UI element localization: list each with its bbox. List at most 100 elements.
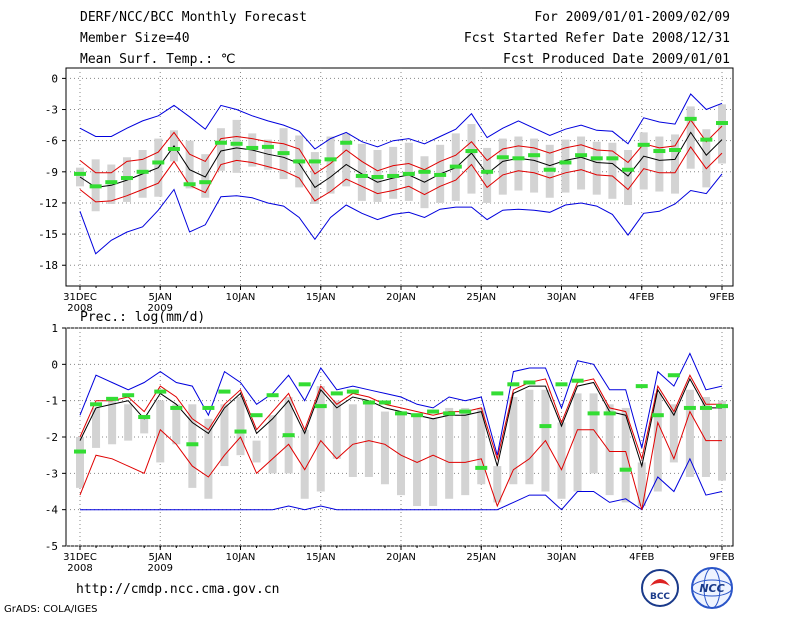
spread-bar [404,142,413,201]
marker-point [324,157,337,162]
marker-point [202,405,215,410]
spread-bar [557,422,566,499]
spread-bar [342,133,351,187]
marker-point [402,171,415,176]
marker-point [154,389,167,394]
spread-bar [124,404,133,441]
marker-point [183,182,196,187]
y-tick-label: -2 [45,431,58,444]
spread-bar [477,407,486,485]
spread-bar [201,154,210,198]
spread-bar [300,429,309,499]
spread-bar [332,400,341,459]
spread-bar [701,397,710,477]
spread-bar [653,393,662,492]
marker-point [700,137,713,142]
x-tick-label: 25JAN [466,552,496,563]
marker-point [716,404,728,409]
spread-bar [577,136,586,190]
marker-point [427,409,440,414]
spread-bar [232,119,241,173]
spread-bar [605,404,614,496]
spread-bar [236,397,245,456]
marker-point [266,393,279,398]
marker-point [523,380,536,385]
y-tick-label: -5 [45,540,58,553]
spread-bar [624,150,633,206]
spread-bar [413,415,422,507]
spread-bar [525,389,534,485]
spread-bar [348,404,357,477]
spread-bar [204,418,213,499]
series-outer-lower [79,173,723,255]
marker-point [355,173,368,178]
marker-point [481,169,494,174]
spread-bar [718,104,726,164]
marker-point [250,413,263,418]
spread-bar [107,164,116,204]
x-tick-label: 20JAN [386,552,416,563]
marker-point [395,411,407,416]
spread-bar [389,146,398,199]
marker-point [120,176,133,181]
spread-bar [669,404,678,463]
marker-point [559,160,572,165]
x-tick-year: 2009 [148,563,173,574]
marker-point [230,141,243,146]
y-tick-label: -12 [38,197,58,210]
forecast-period: For 2009/01/01-2009/02/09 [534,10,730,25]
x-tick-label: 10JAN [226,552,256,563]
marker-point [555,382,568,387]
spread-bar [589,393,598,474]
spread-bar [326,136,335,194]
series-inner-upper [79,118,723,175]
spread-bar [429,418,438,507]
marker-point [89,184,102,189]
spread-bar [639,132,648,190]
spread-bar [92,407,101,448]
y-tick-label: 0 [51,72,58,85]
marker-point [587,411,600,416]
marker-point [293,159,306,164]
marker-point [105,180,118,185]
spread-bar [461,407,470,496]
footer-credit: GrADS: COLA/IGES [4,604,98,615]
marker-point [434,172,447,177]
x-tick-label: 31DEC [63,552,97,563]
marker-point [218,389,231,394]
y-tick-label: -15 [38,228,58,241]
marker-point [418,169,431,174]
marker-point [106,396,119,401]
marker-point [340,140,353,145]
marker-point [539,424,552,429]
panel-title: Prec.: log(mm/d) [80,310,205,325]
spread-bar [220,404,229,467]
spread-bar [573,393,582,492]
spread-bar [467,124,476,194]
footer-url[interactable]: http://cmdp.ncc.cma.gov.cn [76,582,280,597]
spread-bar [252,440,261,463]
x-tick-label: 20JAN [386,292,416,303]
x-tick-label: 4FEB [629,552,654,563]
bcc-logo-icon: BCC [641,569,679,607]
marker-point [167,146,180,151]
marker-point [199,180,212,185]
header-left: DERF/NCC/BCC Monthly Forecast Member Siz… [80,10,307,73]
marker-point [282,433,295,438]
spread-bar [172,404,181,445]
marker-point [214,140,227,145]
x-tick-label: 9FEB [709,552,734,563]
x-tick-label: 5JAN [149,552,172,563]
spread-bar [310,152,319,204]
marker-point [667,373,680,378]
bcc-logo-text: BCC [650,592,670,602]
spread-bar [397,411,405,496]
marker-point [152,160,165,165]
marker-point [603,411,616,416]
marker-point [74,171,86,176]
member-size: Member Size=40 [80,31,190,46]
marker-point [186,442,199,447]
x-tick-label: 15JAN [306,292,336,303]
marker-point [683,405,696,410]
marker-point [653,149,666,154]
